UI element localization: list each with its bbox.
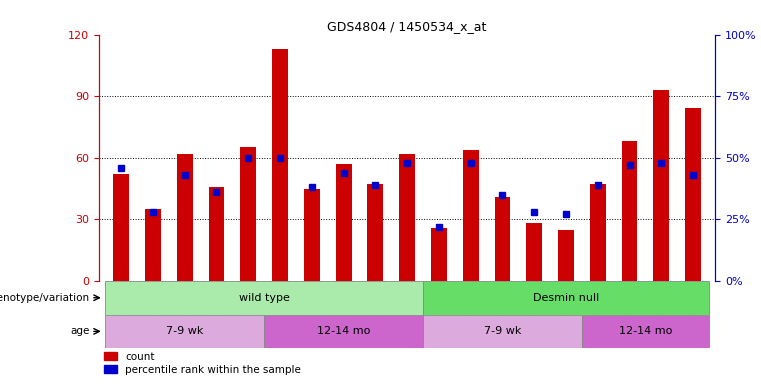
Bar xyxy=(463,149,479,281)
Bar xyxy=(400,154,415,281)
Bar xyxy=(368,184,384,281)
Bar xyxy=(495,197,511,281)
Bar xyxy=(264,314,423,348)
Bar xyxy=(304,189,320,281)
Bar xyxy=(685,109,701,281)
Text: 7-9 wk: 7-9 wk xyxy=(166,326,203,336)
Bar xyxy=(336,164,352,281)
Bar xyxy=(582,314,709,348)
Bar xyxy=(527,223,542,281)
Bar xyxy=(105,281,423,314)
Bar xyxy=(622,141,638,281)
Text: 12-14 mo: 12-14 mo xyxy=(317,326,371,336)
Text: wild type: wild type xyxy=(239,293,290,303)
Bar xyxy=(209,187,224,281)
Text: 12-14 mo: 12-14 mo xyxy=(619,326,672,336)
Text: 7-9 wk: 7-9 wk xyxy=(484,326,521,336)
Text: Desmin null: Desmin null xyxy=(533,293,599,303)
Bar xyxy=(105,314,264,348)
Bar xyxy=(272,49,288,281)
Bar xyxy=(240,147,256,281)
Bar xyxy=(654,90,669,281)
Text: genotype/variation: genotype/variation xyxy=(0,293,89,303)
Legend: count, percentile rank within the sample: count, percentile rank within the sample xyxy=(104,352,301,375)
Bar xyxy=(177,154,193,281)
Title: GDS4804 / 1450534_x_at: GDS4804 / 1450534_x_at xyxy=(327,20,487,33)
Bar xyxy=(423,314,582,348)
Bar xyxy=(558,230,574,281)
Bar xyxy=(431,228,447,281)
Text: age: age xyxy=(70,326,89,336)
Bar xyxy=(113,174,129,281)
Bar xyxy=(145,209,161,281)
Bar xyxy=(423,281,709,314)
Bar xyxy=(590,184,606,281)
